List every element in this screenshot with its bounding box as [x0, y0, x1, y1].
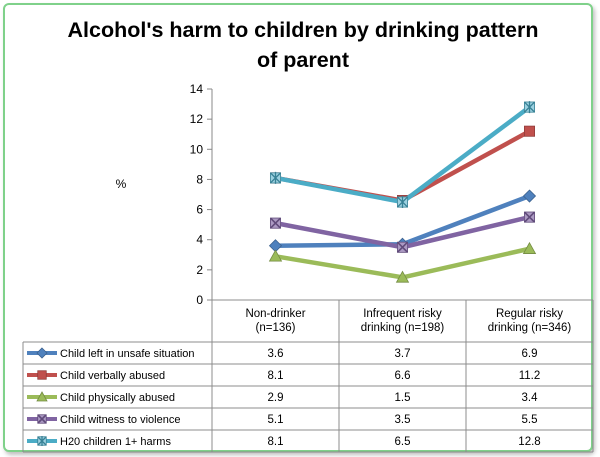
category-label: (n=136)	[256, 322, 296, 334]
chart-title-line: of parent	[257, 48, 349, 72]
category-label: Non-drinker	[245, 308, 305, 320]
category-label: drinking (n=198)	[361, 322, 445, 334]
category-label: drinking (n=346)	[488, 322, 572, 334]
chart-title-line: Alcohol's harm to children by drinking p…	[68, 18, 539, 42]
plot-series	[268, 101, 537, 283]
data-point	[524, 125, 536, 137]
y-axis: 0 2 4 6 8 10 12 14%	[116, 82, 213, 307]
data-cell: 3.6	[268, 348, 284, 360]
category-label: Infrequent risky	[363, 308, 442, 320]
data-cell: 11.2	[519, 370, 541, 382]
data-cell: 8.1	[268, 436, 284, 448]
series-group	[269, 211, 536, 253]
marker-cross	[37, 414, 47, 424]
y-tick-label: 0	[196, 293, 203, 307]
chart-title: Alcohol's harm to children by drinking p…	[68, 18, 539, 72]
series-label: H20 children 1+ harms	[60, 436, 171, 448]
data-cell: 6.5	[395, 436, 411, 448]
y-tick-label: 10	[190, 142, 204, 156]
series-group	[269, 101, 536, 209]
data-cell: 3.5	[395, 414, 411, 426]
data-point	[395, 270, 410, 283]
series-label: Child witness to violence	[60, 414, 180, 426]
marker-star	[270, 171, 281, 184]
series-line	[273, 128, 532, 203]
data-cell: 8.1	[268, 370, 284, 382]
data-point	[268, 249, 283, 262]
legend-marker	[37, 436, 47, 446]
legend-marker	[36, 347, 48, 359]
data-cell: 5.5	[522, 414, 538, 426]
legend-marker	[37, 414, 47, 424]
data-point	[396, 241, 408, 253]
series-label: Child physically abused	[60, 392, 175, 404]
data-cell: 12.8	[518, 436, 540, 448]
data-point	[396, 196, 408, 209]
table-row: Child verbally abused 8.1 6.6 11.2	[27, 370, 540, 382]
series-group	[269, 125, 536, 207]
data-cell: 6.6	[395, 370, 411, 382]
data-cell: 1.5	[395, 392, 411, 404]
data-cell: 2.9	[268, 392, 284, 404]
marker-star	[397, 196, 408, 209]
series-label: Child verbally abused	[60, 370, 165, 382]
y-tick-label: 2	[196, 263, 203, 277]
legend-marker	[36, 391, 48, 402]
y-axis-title: %	[116, 177, 127, 191]
y-tick-label: 6	[196, 203, 203, 217]
data-cell: 3.4	[522, 392, 539, 404]
table-row: Child left in unsafe situation 3.6 3.7 6.9	[27, 347, 538, 360]
category-label: Regular risky	[496, 308, 563, 320]
marker-cross	[397, 241, 408, 253]
data-point	[524, 101, 536, 114]
y-tick-label: 8	[196, 172, 203, 186]
series-label: Child left in unsafe situation	[60, 348, 195, 360]
data-point	[522, 241, 537, 254]
y-tick-label: 14	[190, 82, 204, 96]
data-cell: 6.9	[522, 348, 538, 360]
table-row: H20 children 1+ harms 8.1 6.5 12.8	[27, 436, 541, 448]
y-tick-label: 12	[190, 112, 204, 126]
table-row: Child witness to violence 5.1 3.5 5.5	[27, 414, 538, 426]
data-point	[269, 171, 281, 184]
table-row: Child physically abused 2.9 1.5 3.4	[27, 391, 539, 404]
data-cell: 5.1	[268, 414, 284, 426]
marker-star	[37, 436, 47, 446]
marker-cross	[524, 211, 535, 223]
data-table: Non-drinker (n=136) Infrequent risky drinki…	[22, 299, 594, 453]
y-tick-label: 4	[196, 233, 203, 247]
legend-marker	[37, 370, 47, 380]
chart-frame: Alcohol's harm to children by drinking p…	[3, 3, 594, 453]
series-group	[268, 241, 537, 283]
marker-star	[524, 101, 535, 114]
data-point	[524, 211, 536, 223]
data-point	[269, 217, 281, 229]
data-cell: 3.7	[395, 348, 411, 360]
chart-svg: Alcohol's harm to children by drinking p…	[22, 18, 594, 453]
data-point	[522, 189, 537, 203]
marker-cross	[270, 217, 281, 229]
